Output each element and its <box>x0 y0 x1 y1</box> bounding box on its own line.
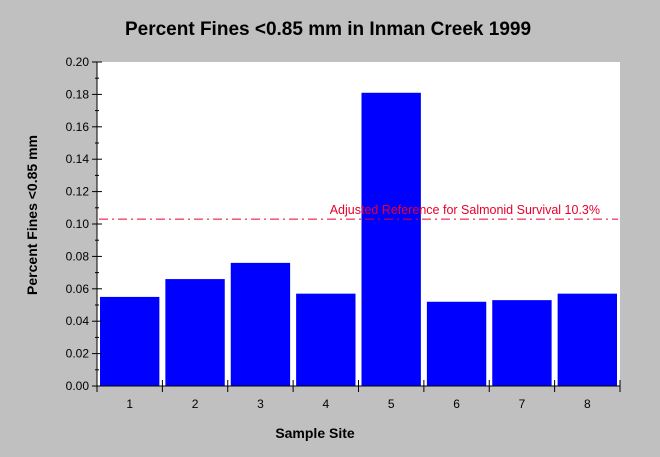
y-tick-label: 0.14 <box>66 152 90 166</box>
bar-site-3 <box>230 262 291 386</box>
axes-group: 0.00 0.02 0.04 0.06 0.08 0.10 0.12 0.14 0.16 0.18… <box>66 55 621 411</box>
reference-line-label: Adjusted Reference for Salmonid Survival… <box>330 203 600 217</box>
x-tick-label: 2 <box>192 397 199 411</box>
y-tick-label: 0.06 <box>66 282 90 296</box>
bar-site-6 <box>426 301 487 386</box>
y-tick-label: 0.10 <box>66 217 90 231</box>
y-tick-label: 0.16 <box>66 120 90 134</box>
y-tick-label: 0.20 <box>66 55 90 69</box>
x-tick-label: 1 <box>126 397 133 411</box>
bar-site-4 <box>296 293 356 386</box>
x-tick-label: 3 <box>257 397 264 411</box>
bar-site-7 <box>492 300 552 386</box>
x-tick-label: 7 <box>519 397 526 411</box>
x-tick-label: 4 <box>322 397 329 411</box>
bar-site-2 <box>165 279 225 386</box>
y-tick-label: 0.08 <box>66 249 90 263</box>
x-tick-label: 6 <box>453 397 460 411</box>
bar-site-1 <box>100 296 160 386</box>
y-tick-label: 0.12 <box>66 185 90 199</box>
y-tick-label: 0.00 <box>66 379 90 393</box>
y-tick-label: 0.02 <box>66 347 90 361</box>
y-axis-title: Percent Fines <0.85 mm <box>24 135 40 295</box>
reference-line-group: Adjusted Reference for Salmonid Survival… <box>99 203 618 220</box>
bar-site-5 <box>361 92 421 386</box>
y-tick-label: 0.18 <box>66 87 90 101</box>
bars-group <box>100 92 617 386</box>
chart-title: Percent Fines <0.85 mm in Inman Creek 19… <box>125 19 531 40</box>
x-tick-label: 5 <box>388 397 395 411</box>
x-axis-title: Sample Site <box>275 425 355 441</box>
bar-site-8 <box>557 293 617 386</box>
x-tick-label: 8 <box>584 397 591 411</box>
y-tick-label: 0.04 <box>66 314 90 328</box>
